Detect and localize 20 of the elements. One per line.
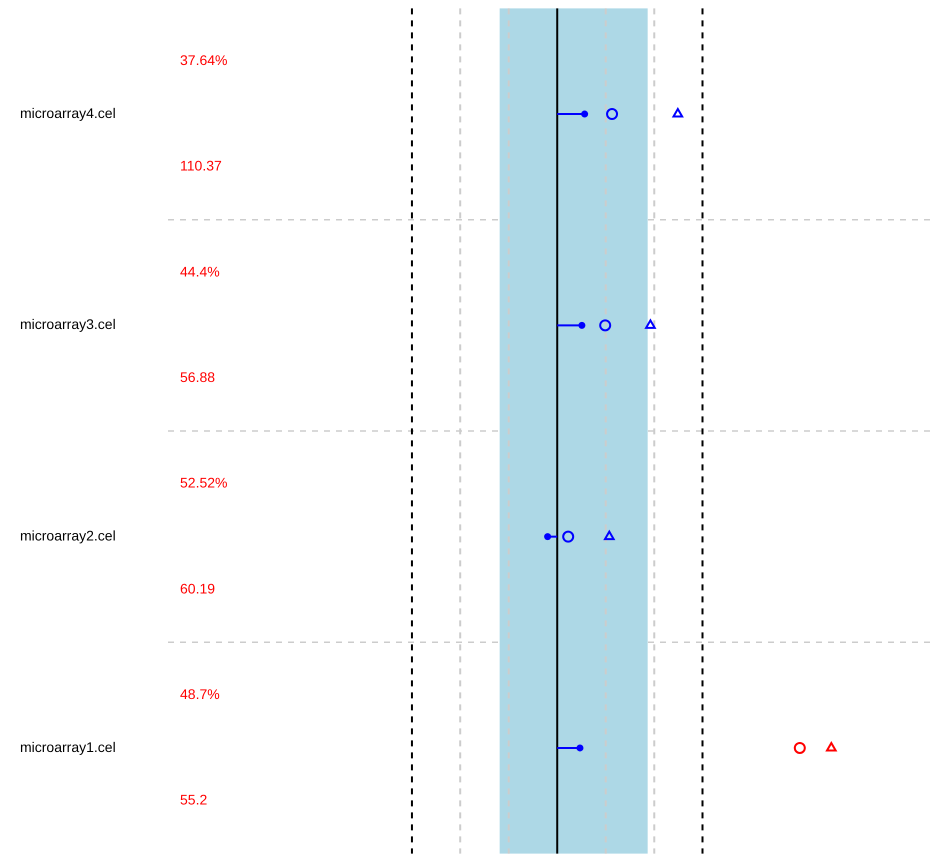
- text: 52.52%: [180, 474, 228, 491]
- text: 37.64%: [180, 52, 228, 68]
- point: [645, 319, 656, 329]
- point: [794, 742, 806, 754]
- text: 55.2: [180, 792, 208, 808]
- text: 44.4%: [180, 263, 220, 280]
- text: 110.37: [180, 158, 222, 174]
- point: [672, 108, 684, 118]
- y-tick-label: microarray3.cel: [20, 316, 116, 332]
- y-tick-label: microarray2.cel: [20, 528, 116, 544]
- point: [562, 530, 574, 543]
- text: 60.19: [180, 580, 216, 596]
- y-tick-label: microarray1.cel: [20, 738, 116, 755]
- text: 48.7%: [180, 686, 220, 702]
- point: [826, 742, 837, 752]
- point: [606, 108, 618, 120]
- text: 56.88: [180, 369, 216, 386]
- y-tick-label: microarray4.cel: [20, 104, 116, 121]
- point: [599, 319, 612, 332]
- point: [604, 530, 615, 540]
